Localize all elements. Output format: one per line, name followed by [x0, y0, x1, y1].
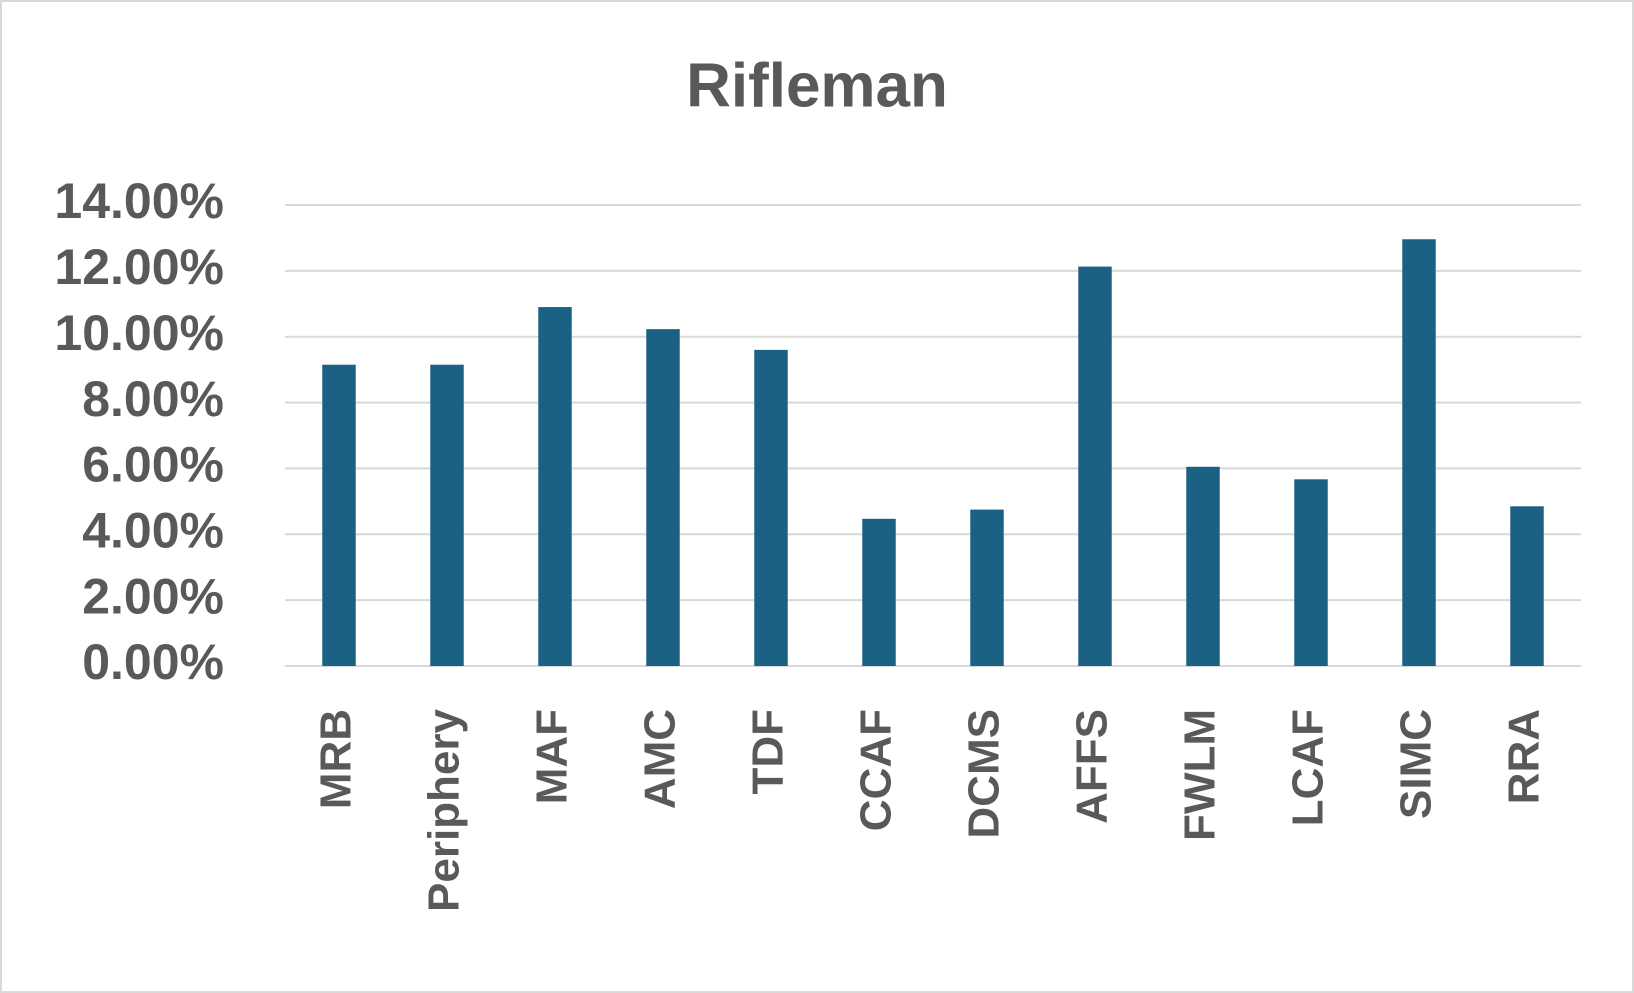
y-tick-label: 6.00%: [82, 437, 224, 493]
x-tick-label: RRA: [1500, 709, 1549, 804]
bar: [1510, 506, 1544, 666]
y-tick-label: 4.00%: [82, 502, 224, 558]
bar: [430, 364, 464, 666]
chart-title: Rifleman: [686, 51, 948, 120]
x-tick-label: TDF: [744, 709, 793, 795]
bar: [1186, 466, 1220, 666]
bar: [970, 509, 1004, 666]
y-tick-label: 8.00%: [82, 371, 224, 427]
bar: [1402, 239, 1436, 666]
y-tick-label: 10.00%: [54, 305, 224, 361]
y-tick-label: 2.00%: [82, 568, 224, 624]
y-tick-label: 0.00%: [82, 634, 224, 690]
x-tick-label: SIMC: [1392, 709, 1441, 819]
bar: [538, 307, 572, 666]
bar: [322, 364, 356, 666]
bar: [1294, 479, 1328, 666]
x-tick-label: LCAF: [1284, 709, 1333, 826]
y-tick-label: 14.00%: [54, 173, 224, 229]
x-tick-label: AMC: [636, 709, 685, 809]
x-tick-label: AFFS: [1068, 709, 1117, 824]
x-tick-label: FWLM: [1176, 709, 1225, 841]
x-tick-label: MRB: [312, 709, 361, 809]
bar: [1078, 266, 1112, 666]
x-tick-label: Periphery: [420, 708, 469, 912]
bar: [646, 329, 680, 666]
x-tick-label: CCAF: [852, 709, 901, 831]
bar: [862, 518, 896, 666]
y-tick-label: 12.00%: [54, 239, 224, 295]
bar: [754, 349, 788, 666]
x-tick-label: DCMS: [960, 709, 1009, 839]
x-tick-label: MAF: [528, 709, 577, 804]
